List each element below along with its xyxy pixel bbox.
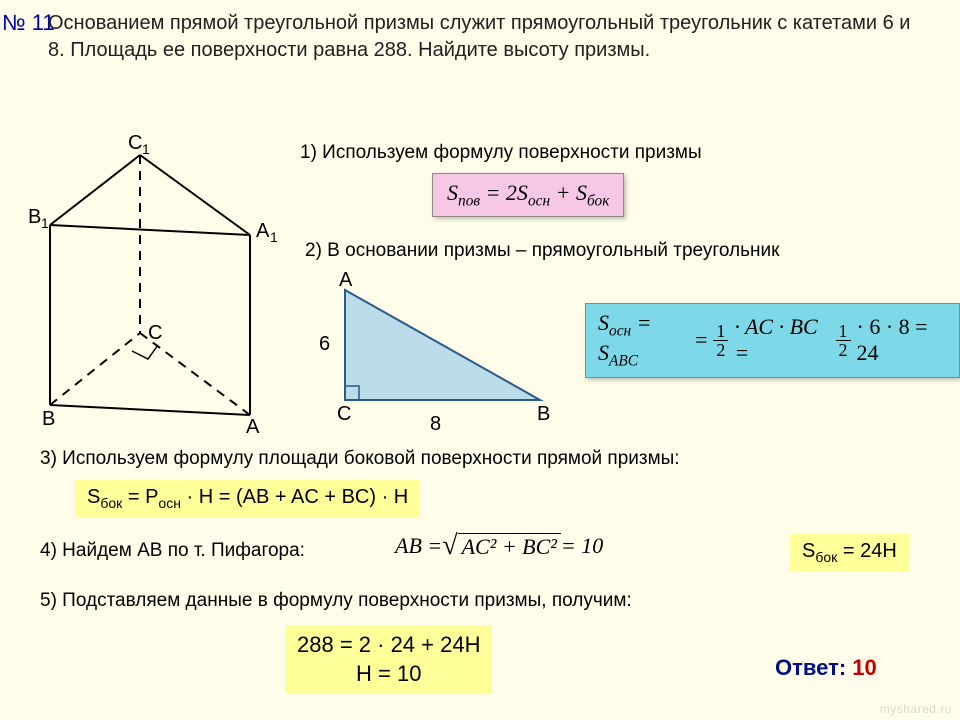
final-line1: 288 = 2 · 24 + 24H [297, 631, 480, 660]
problem-text: Основанием прямой треугольной призмы слу… [48, 10, 928, 64]
tail: · 6 · 8 = 24 [857, 314, 947, 366]
step1-text: 1) Используем формулу поверхности призмы [300, 142, 702, 164]
answer-value: 10 [852, 655, 876, 680]
tri-side8: 8 [430, 413, 441, 435]
sbok-value: Sбок = 24H [790, 534, 909, 571]
final-equation: 288 = 2 · 24 + 24H H = 10 [285, 625, 492, 694]
formula-surface: Sпов = 2Sосн + Sбок [432, 173, 624, 217]
formula-base-area: Sосн = SABC = 12 · AC · BC = 12 · 6 · 8 … [585, 303, 960, 378]
label-A1-a: А [256, 220, 270, 242]
label-B: В [42, 408, 55, 430]
base-triangle: А С В 6 8 [305, 270, 565, 440]
prism-figure: В А С В 1 А 1 С 1 [20, 135, 280, 435]
label-A1-1: 1 [270, 229, 278, 245]
formula-surface-text: Sпов = 2Sосн + Sбок [447, 180, 609, 205]
ab-rhs: = 10 [561, 533, 603, 559]
problem-number: № 11 [2, 10, 55, 36]
final-line2: H = 10 [297, 660, 480, 689]
label-B1-b: В [28, 206, 41, 228]
ab-pythagoras: AB = √ AC² + BC² = 10 [395, 530, 603, 562]
formula-lateral: Sбок = Pосн · H = (AB + AC + BC) · H [75, 480, 420, 517]
ab-lhs: AB = [395, 533, 442, 559]
abc-sub: ABC [609, 353, 638, 370]
label-C1-1: 1 [142, 141, 150, 157]
label-C: С [148, 322, 162, 344]
step2-text: 2) В основании призмы – прямоугольный тр… [305, 240, 779, 262]
tri-C: С [337, 403, 351, 425]
tri-side6: 6 [319, 333, 330, 355]
label-B1-1: 1 [41, 215, 49, 231]
step4-text: 4) Найдем АВ по т. Пифагора: [40, 540, 305, 562]
tri-B: В [537, 403, 550, 425]
watermark: myshared.ru [880, 702, 952, 716]
step3-text: 3) Используем формулу площади боковой по… [40, 448, 680, 470]
step5-text: 5) Подставляем данные в формулу поверхно… [40, 590, 632, 612]
tri-A: А [339, 270, 353, 291]
mid: · AC · BC = [734, 314, 829, 366]
answer: Ответ: 10 [775, 655, 877, 681]
f1d: 2 [713, 341, 728, 359]
label-C1-c: С [128, 135, 142, 154]
f1n: 1 [713, 322, 728, 341]
ab-root: AC² + BC² [458, 533, 561, 560]
f2d: 2 [836, 341, 851, 359]
f2n: 1 [836, 322, 851, 341]
answer-label: Ответ: [775, 655, 852, 680]
eq1: = [695, 327, 707, 353]
label-A: А [246, 416, 260, 435]
